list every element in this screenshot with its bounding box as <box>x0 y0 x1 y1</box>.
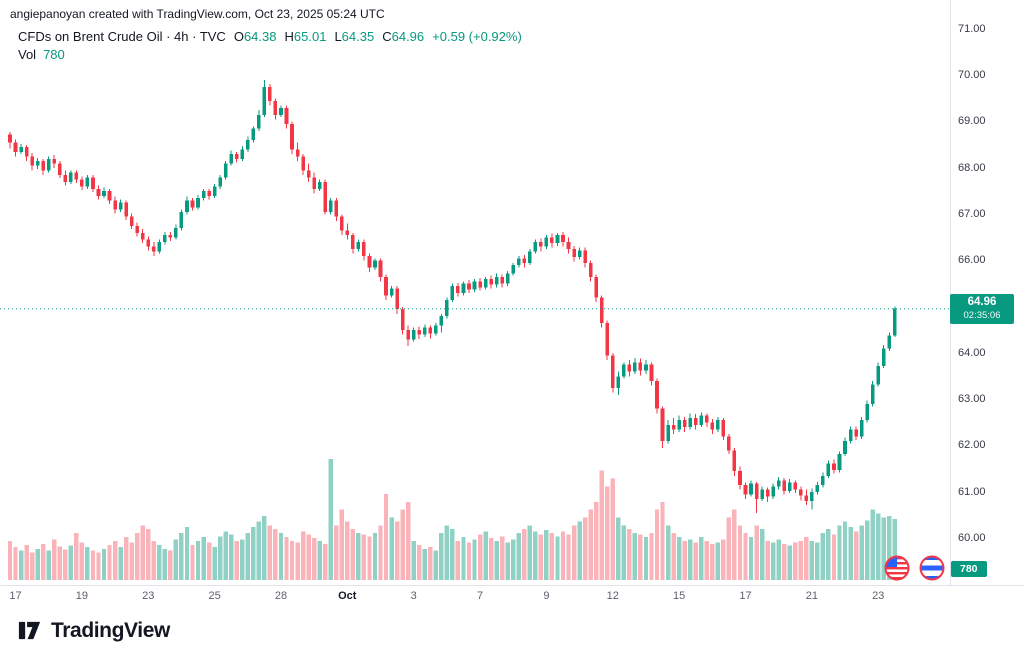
time-axis-label: 19 <box>75 590 89 602</box>
last-price-value: 64.96 <box>967 296 997 309</box>
economic-event-flag-icon[interactable] <box>919 555 945 581</box>
change-value: +0.59 (+0.92%) <box>432 29 522 44</box>
price-axis-label: 67.00 <box>958 207 986 220</box>
price-axis-label: 60.00 <box>958 531 986 544</box>
price-axis-label: 69.00 <box>958 115 986 128</box>
time-axis-label: 25 <box>208 590 221 602</box>
volume-axis-badge: 780 <box>951 561 987 577</box>
time-axis-label: 23 <box>142 590 155 602</box>
attribution-text: angiepanoyan created with TradingView.co… <box>10 7 385 21</box>
high-value: H65.01 <box>284 29 327 44</box>
volume-label[interactable]: Vol <box>18 47 37 62</box>
chart-canvas[interactable] <box>0 0 950 585</box>
time-axis-label: 17 <box>739 590 752 602</box>
close-value: C64.96 <box>382 29 425 44</box>
volume-value: 780 <box>43 47 65 62</box>
time-axis-label: 12 <box>606 590 619 602</box>
tradingview-logo-mark <box>18 621 41 640</box>
time-axis-label: 15 <box>672 590 686 602</box>
economic-event-flag-icon[interactable] <box>884 555 910 581</box>
time-axis-label: Oct <box>338 590 357 602</box>
legend-row: CFDs on Brent Crude Oil · 4h · TVC O64.3… <box>18 29 522 44</box>
price-axis-label: 61.00 <box>958 485 986 498</box>
price-axis-label: 62.00 <box>958 439 986 452</box>
tradingview-logo[interactable]: TradingView <box>16 617 170 644</box>
price-axis-label: 68.00 <box>958 161 986 174</box>
low-value: L64.35 <box>334 29 375 44</box>
candles-layer <box>8 80 897 513</box>
time-axis-label: 28 <box>274 590 288 602</box>
last-price-badge: 64.96 02:35:06 <box>950 293 1014 324</box>
price-axis-label: 70.00 <box>958 68 986 81</box>
price-axis-label: 66.00 <box>958 254 986 267</box>
symbol-title[interactable]: CFDs on Brent Crude Oil · 4h · TVC <box>18 29 226 44</box>
time-axis-label: 17 <box>9 590 22 602</box>
time-axis-divider <box>0 585 1024 586</box>
time-axis-label: 3 <box>410 590 417 602</box>
time-axis-label: 23 <box>872 590 885 602</box>
open-value: O64.38 <box>233 29 277 44</box>
tradingview-wordmark: TradingView <box>51 618 170 642</box>
bar-countdown: 02:35:06 <box>963 309 1001 321</box>
time-axis-label: 9 <box>543 590 550 602</box>
volume-layer <box>7 458 897 581</box>
price-axis-divider <box>950 0 951 585</box>
price-axis-label: 63.00 <box>958 392 986 405</box>
volume-legend-row: Vol 780 <box>18 47 65 62</box>
time-axis-label: 21 <box>805 590 819 602</box>
price-axis-label: 71.00 <box>958 22 986 35</box>
time-axis-label: 7 <box>477 590 484 602</box>
price-axis-label: 64.00 <box>958 346 986 359</box>
